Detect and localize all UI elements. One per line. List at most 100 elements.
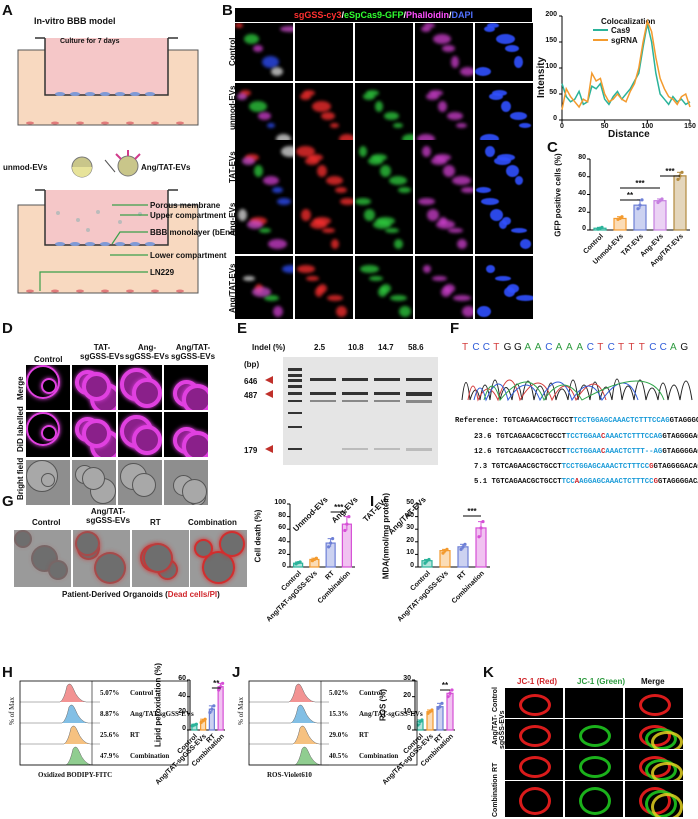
- chart-c-ytick-label: 20: [578, 207, 586, 215]
- chart-c-ytick-label: 0: [582, 225, 586, 232]
- chart-g-point: [298, 560, 302, 564]
- panel-label-c: C: [547, 139, 558, 156]
- base-call: T: [618, 342, 625, 353]
- cell-blob: [390, 295, 407, 301]
- cell-blob: [393, 123, 403, 128]
- cell-blob: [238, 209, 247, 221]
- flow-h-frame: [19, 680, 189, 766]
- mito-signal: [651, 762, 683, 780]
- cell-blob: [335, 187, 347, 193]
- seq-segment: TCCTGGAA: [565, 433, 601, 441]
- panel-label-j: J: [232, 664, 241, 681]
- chart-j-ytick-label: 20: [403, 691, 411, 699]
- cell-blob: [268, 239, 287, 249]
- seq-segment: 5.1 TGTCAGAACGCTGCCT: [474, 478, 562, 486]
- cell-blob: [402, 134, 413, 141]
- base-call: A: [576, 342, 584, 353]
- organoid-did-2: [72, 412, 116, 457]
- jc1-merge-row2: [625, 719, 683, 749]
- cell-blob: [330, 123, 339, 128]
- cell-blob: [516, 295, 533, 301]
- g-col-combination: Combination: [188, 518, 237, 527]
- cell-blob: [276, 134, 291, 141]
- flow-j-name-0: Control: [359, 689, 383, 697]
- jc1-green-row2: [565, 719, 623, 749]
- ln229-label: LN229: [150, 268, 175, 277]
- cell-blob: [519, 123, 531, 128]
- marker-179: 179: [244, 446, 258, 455]
- panel-label-k: K: [483, 664, 494, 681]
- lower-compartment-label: Lower compartment: [150, 251, 227, 260]
- chart-g-ytick-label: 80: [278, 511, 286, 519]
- bbb-model-title: In-vitro BBB model: [34, 16, 116, 26]
- alignment-row-3: 7.3 TGTCAGAACGCTGCCTTCCTGGAGCAAACTCTTTCC…: [474, 463, 698, 471]
- seq-segment: AAACTCTTT--AG: [605, 448, 663, 456]
- pdo-image-3: [132, 530, 189, 587]
- cell-blob: [443, 165, 455, 177]
- cell-blob: [375, 101, 383, 112]
- chart-j-point: [430, 708, 434, 712]
- cell-blob: [235, 23, 243, 28]
- chart-c-point: [636, 207, 640, 211]
- organoid-merge-1: [26, 365, 70, 410]
- indel-1: 2.5: [314, 343, 326, 352]
- coloc-ytick-label: 200: [545, 11, 557, 18]
- flow-hist-h-2: [20, 725, 100, 745]
- d-col-control: Control: [34, 355, 63, 364]
- cell-blob: [360, 265, 379, 273]
- coloc-xtick-label: 0: [560, 123, 564, 130]
- chart-g-ytick-label: 60: [278, 524, 286, 532]
- chart-c-point: [680, 170, 684, 174]
- flow-j-pct-2: 29.0%: [329, 731, 349, 739]
- seq-segment: TCCTGGAA: [565, 448, 601, 456]
- chart-h-point: [210, 707, 214, 711]
- pdo-caption-c: ): [217, 590, 220, 599]
- micrograph-sggss-row3: [295, 140, 353, 198]
- cell-blob: [506, 165, 519, 177]
- coloc-ytick-label: 100: [545, 63, 557, 70]
- chart-i-ytick-label: 0: [410, 562, 414, 569]
- cell-blob: [254, 165, 263, 177]
- chart-j-point: [448, 691, 452, 695]
- g-col-rt: RT: [150, 518, 161, 527]
- cell-blob: [447, 112, 463, 120]
- micrograph-dapi-row4: [475, 196, 533, 254]
- flow-hist-j-1: [249, 704, 329, 724]
- alignment-row-2: 12.6 TGTCAGAACGCTGCCTTCCTGGAACAAACTCTTT-…: [474, 448, 698, 456]
- base-call: C: [545, 342, 553, 353]
- base-call: T: [628, 342, 635, 353]
- chart-h-point: [217, 688, 221, 692]
- mito-signal: [519, 694, 551, 716]
- organoid: [14, 530, 32, 548]
- cell-blob: [300, 93, 311, 100]
- header-slash-2: /: [403, 10, 407, 20]
- indel-4: 58.6: [408, 343, 424, 352]
- flow-h-name-0: Control: [130, 689, 154, 697]
- organoid: [75, 531, 100, 556]
- chart-j-point: [440, 701, 444, 705]
- organoid-bright-4: [164, 460, 208, 505]
- seq-segment: GTAGGGGACAGT: [657, 478, 698, 486]
- base-call: C: [482, 342, 491, 353]
- k-row-control: Control: [492, 687, 499, 712]
- seq-segment: TCC: [561, 478, 575, 486]
- chart-g-point: [314, 556, 318, 560]
- flow-h-pct-2: 25.6%: [100, 731, 120, 739]
- cell-blob: [280, 26, 293, 32]
- chart-c-sig-label: **: [626, 191, 634, 200]
- cell-blob: [322, 228, 335, 233]
- base-call: A: [534, 342, 542, 353]
- micrograph-phalloidin-row5: [415, 256, 473, 319]
- cell-blob: [520, 239, 531, 249]
- cell-blob: [486, 265, 495, 273]
- organoid: [41, 473, 55, 487]
- legend-sgrna: sgRNA: [611, 36, 638, 45]
- pdo-caption: Patient-Derived Organoids (Dead cells/PI…: [62, 590, 220, 599]
- chart-i-point: [477, 535, 481, 539]
- k-col-red: JC-1 (Red): [517, 677, 558, 686]
- cell-blob: [259, 228, 271, 233]
- organoid: [82, 467, 105, 490]
- alignment-row-0: Reference: TGTCAGAACGCTGCCTTCCTGGAGCAAAC…: [455, 417, 698, 425]
- cell-blob: [480, 134, 499, 141]
